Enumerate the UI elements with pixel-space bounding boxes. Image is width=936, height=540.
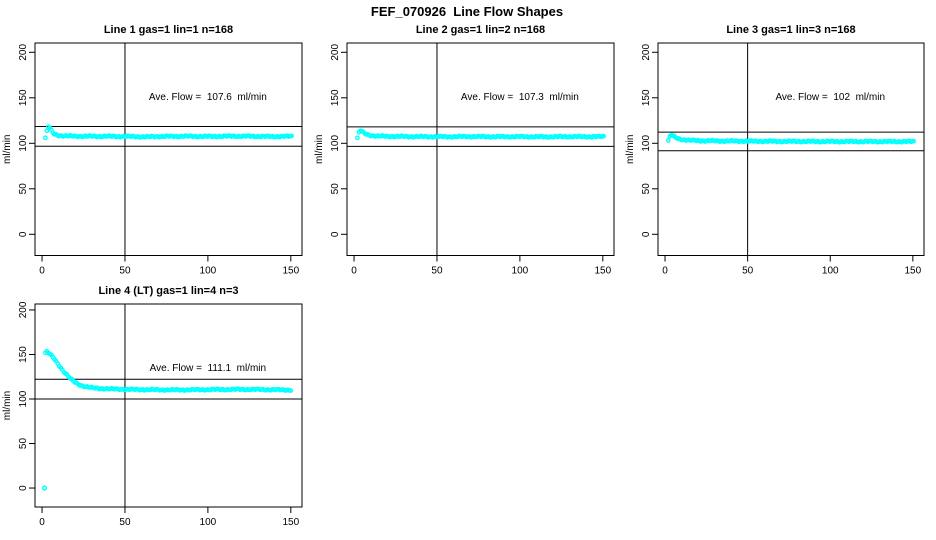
data-points bbox=[41, 348, 294, 491]
ave-flow-annotation: Ave. Flow = 111.1 ml/min bbox=[150, 363, 266, 374]
ave-flow-annotation: Ave. Flow = 107.6 ml/min bbox=[149, 92, 267, 103]
panels-group: 0 50 100 150 0 50 100 150 200 ml/min Line 1 gas=1 … bbox=[2, 24, 925, 528]
plot-box bbox=[34, 42, 303, 256]
x-tick-label: 50 bbox=[742, 266, 754, 277]
panel-line2: 0 50 100 150 0 50 100 150 200 ml/min Line 2 gas=1 … bbox=[314, 24, 615, 277]
plot-box bbox=[346, 42, 615, 256]
x-axis: 0 50 100 150 bbox=[662, 255, 922, 277]
y-axis-label: ml/min bbox=[625, 135, 636, 164]
x-tick-label: 50 bbox=[431, 266, 443, 277]
data-point bbox=[288, 388, 294, 393]
plot-box bbox=[34, 303, 303, 508]
data-points bbox=[43, 124, 294, 141]
y-tick-label: 0 bbox=[18, 485, 29, 491]
panel-title: Line 3 gas=1 lin=3 n=168 bbox=[726, 24, 855, 36]
data-point bbox=[911, 138, 917, 144]
y-tick-label: 200 bbox=[641, 44, 652, 61]
y-axis-label: ml/min bbox=[314, 135, 325, 164]
data-point bbox=[43, 135, 48, 141]
x-tick-label: 0 bbox=[39, 266, 45, 277]
x-axis: 0 50 100 150 bbox=[39, 255, 300, 277]
x-tick-label: 0 bbox=[39, 517, 45, 528]
panel-line1: 0 50 100 150 0 50 100 150 200 ml/min Line 1 gas=1 … bbox=[2, 24, 303, 277]
y-tick-label: 200 bbox=[330, 44, 341, 61]
x-tick-label: 150 bbox=[905, 266, 922, 277]
plot-box bbox=[657, 42, 925, 256]
ave-flow-annotation: Ave. Flow = 102 ml/min bbox=[775, 92, 885, 103]
y-tick-label: 0 bbox=[641, 231, 652, 237]
data-point bbox=[601, 133, 606, 139]
y-tick-label: 50 bbox=[18, 438, 29, 450]
y-axis: 0 50 100 150 200 bbox=[18, 301, 35, 491]
ave-flow-annotation: Ave. Flow = 107.3 ml/min bbox=[461, 92, 579, 103]
y-axis-label: ml/min bbox=[2, 391, 13, 420]
y-tick-label: 150 bbox=[18, 346, 29, 363]
x-tick-label: 100 bbox=[512, 266, 529, 277]
y-axis: 0 50 100 150 200 bbox=[330, 44, 347, 237]
x-tick-label: 150 bbox=[594, 266, 611, 277]
data-points bbox=[355, 128, 606, 141]
y-tick-label: 0 bbox=[18, 231, 29, 237]
data-point bbox=[665, 138, 671, 143]
y-tick-label: 150 bbox=[641, 89, 652, 106]
data-point bbox=[289, 133, 294, 139]
data-point-outlier bbox=[41, 485, 48, 491]
x-axis: 0 50 100 150 bbox=[351, 255, 612, 277]
x-tick-label: 100 bbox=[822, 266, 839, 277]
y-tick-label: 50 bbox=[641, 183, 652, 195]
y-axis: 0 50 100 150 200 bbox=[641, 44, 658, 237]
data-point bbox=[355, 135, 360, 141]
x-tick-label: 150 bbox=[282, 517, 299, 528]
x-tick-label: 50 bbox=[119, 517, 131, 528]
y-tick-label: 100 bbox=[18, 390, 29, 407]
y-tick-label: 50 bbox=[18, 183, 29, 195]
x-tick-label: 150 bbox=[282, 266, 299, 277]
panel-line4: 0 50 100 150 0 50 100 150 200 ml/min Line 4 (LT) g… bbox=[2, 285, 303, 528]
x-tick-label: 0 bbox=[662, 266, 668, 277]
y-axis: 0 50 100 150 200 bbox=[18, 44, 35, 237]
x-tick-label: 100 bbox=[200, 517, 217, 528]
y-axis-label: ml/min bbox=[2, 135, 13, 164]
x-tick-label: 100 bbox=[200, 266, 217, 277]
data-points bbox=[665, 132, 917, 145]
y-tick-label: 200 bbox=[18, 301, 29, 318]
y-tick-label: 150 bbox=[330, 89, 341, 106]
y-tick-label: 150 bbox=[18, 89, 29, 106]
x-tick-label: 0 bbox=[351, 266, 357, 277]
panel-title: Line 4 (LT) gas=1 lin=4 n=3 bbox=[98, 285, 238, 297]
y-tick-label: 50 bbox=[330, 183, 341, 195]
y-tick-label: 0 bbox=[330, 231, 341, 237]
x-tick-label: 50 bbox=[119, 266, 131, 277]
x-axis: 0 50 100 150 bbox=[39, 507, 300, 528]
y-tick-label: 100 bbox=[18, 135, 29, 152]
panel-title: Line 1 gas=1 lin=1 n=168 bbox=[104, 24, 233, 36]
panel-title: Line 2 gas=1 lin=2 n=168 bbox=[416, 24, 545, 36]
y-tick-label: 100 bbox=[330, 135, 341, 152]
data-point bbox=[44, 128, 50, 134]
y-tick-label: 100 bbox=[641, 135, 652, 152]
y-tick-label: 200 bbox=[18, 44, 29, 61]
figure-title: FEF_070926 Line Flow Shapes bbox=[371, 4, 563, 19]
panel-line3: 0 50 100 150 0 50 100 150 200 ml/min Line 3 gas=1 … bbox=[625, 24, 925, 277]
